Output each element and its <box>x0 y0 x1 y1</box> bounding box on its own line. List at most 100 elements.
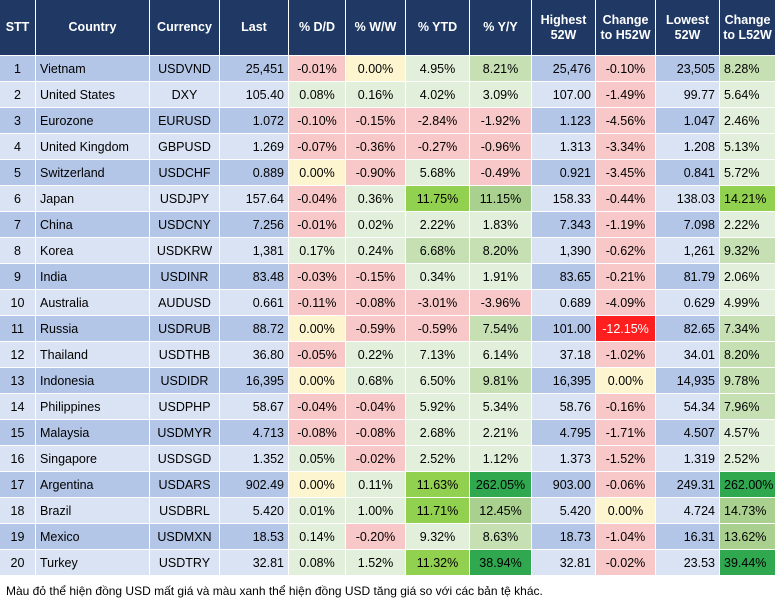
column-header-change-l52w[interactable]: Change to L52W <box>720 0 776 56</box>
column-header-ytd[interactable]: % YTD <box>406 0 470 56</box>
table-row[interactable]: 4 United Kingdom GBPUSD 1.269 -0.07% -0.36% -0… <box>0 134 776 160</box>
table-row[interactable]: 14 Philippines USDPHP 58.67 -0.04% -0.04% 5.92… <box>0 394 776 420</box>
cell-yy: 9.81% <box>470 368 532 394</box>
table-row[interactable]: 12 Thailand USDTHB 36.80 -0.05% 0.22% 7.13% 6.1… <box>0 342 776 368</box>
cell-ww: 0.02% <box>346 212 406 238</box>
cell-yy: 38.94% <box>470 550 532 576</box>
cell-currency: USDMYR <box>150 420 220 446</box>
column-header-highest-52w[interactable]: Highest 52W <box>532 0 596 56</box>
cell-dd: -0.04% <box>289 186 346 212</box>
cell-change-h52w: -0.44% <box>596 186 656 212</box>
cell-dd: 0.00% <box>289 316 346 342</box>
cell-currency: USDIDR <box>150 368 220 394</box>
column-header-ww[interactable]: % W/W <box>346 0 406 56</box>
column-header-dd[interactable]: % D/D <box>289 0 346 56</box>
cell-ytd: 4.02% <box>406 82 470 108</box>
cell-change-l52w: 8.28% <box>720 56 776 82</box>
cell-last: 32.81 <box>220 550 289 576</box>
table-row[interactable]: 2 United States DXY 105.40 0.08% 0.16% 4.02% 3.… <box>0 82 776 108</box>
table-row[interactable]: 20 Turkey USDTRY 32.81 0.08% 1.52% 11.32% 38.94… <box>0 550 776 576</box>
table-row[interactable]: 10 Australia AUDUSD 0.661 -0.11% -0.08% -3.01%… <box>0 290 776 316</box>
cell-lowest-52w: 82.65 <box>656 316 720 342</box>
column-header-change-h52w[interactable]: Change to H52W <box>596 0 656 56</box>
cell-dd: 0.08% <box>289 82 346 108</box>
table-row[interactable]: 18 Brazil USDBRL 5.420 0.01% 1.00% 11.71% 12.45… <box>0 498 776 524</box>
cell-last: 1,381 <box>220 238 289 264</box>
table-row[interactable]: 7 China USDCNY 7.256 -0.01% 0.02% 2.22% 1.83% 7.… <box>0 212 776 238</box>
cell-ww: 0.24% <box>346 238 406 264</box>
cell-dd: -0.01% <box>289 56 346 82</box>
cell-ww: 0.22% <box>346 342 406 368</box>
cell-highest-52w: 25,476 <box>532 56 596 82</box>
cell-change-l52w: 14.21% <box>720 186 776 212</box>
table-row[interactable]: 16 Singapore USDSGD 1.352 0.05% -0.02% 2.52% 1.… <box>0 446 776 472</box>
cell-change-h52w: -1.52% <box>596 446 656 472</box>
cell-change-l52w: 8.20% <box>720 342 776 368</box>
table-row[interactable]: 8 Korea USDKRW 1,381 0.17% 0.24% 6.68% 8.20% 1,3… <box>0 238 776 264</box>
cell-yy: 12.45% <box>470 498 532 524</box>
cell-last: 25,451 <box>220 56 289 82</box>
cell-dd: -0.10% <box>289 108 346 134</box>
cell-currency: USDTHB <box>150 342 220 368</box>
cell-yy: 1.91% <box>470 264 532 290</box>
cell-ww: -0.02% <box>346 446 406 472</box>
cell-dd: 0.00% <box>289 472 346 498</box>
cell-change-h52w: -1.71% <box>596 420 656 446</box>
cell-currency: USDMXN <box>150 524 220 550</box>
column-header-yy[interactable]: % Y/Y <box>470 0 532 56</box>
cell-yy: 6.14% <box>470 342 532 368</box>
cell-currency: USDCHF <box>150 160 220 186</box>
column-header-country[interactable]: Country <box>36 0 150 56</box>
cell-highest-52w: 1.313 <box>532 134 596 160</box>
cell-yy: 1.83% <box>470 212 532 238</box>
cell-highest-52w: 1.373 <box>532 446 596 472</box>
column-header-lowest-52w[interactable]: Lowest 52W <box>656 0 720 56</box>
table-row[interactable]: 1 Vietnam USDVND 25,451 -0.01% 0.00% 4.95% 8.21… <box>0 56 776 82</box>
cell-yy: -0.49% <box>470 160 532 186</box>
cell-change-l52w: 9.78% <box>720 368 776 394</box>
table-row[interactable]: 15 Malaysia USDMYR 4.713 -0.08% -0.08% 2.68% 2.… <box>0 420 776 446</box>
cell-change-h52w: -12.15% <box>596 316 656 342</box>
column-header-stt[interactable]: STT <box>0 0 36 56</box>
cell-country: Eurozone <box>36 108 150 134</box>
cell-ytd: -2.84% <box>406 108 470 134</box>
cell-change-h52w: -0.21% <box>596 264 656 290</box>
cell-change-h52w: -1.49% <box>596 82 656 108</box>
column-header-last[interactable]: Last <box>220 0 289 56</box>
table-row[interactable]: 19 Mexico USDMXN 18.53 0.14% -0.20% 9.32% 8.63%… <box>0 524 776 550</box>
cell-change-l52w: 2.06% <box>720 264 776 290</box>
table-row[interactable]: 5 Switzerland USDCHF 0.889 0.00% -0.90% 5.68% -… <box>0 160 776 186</box>
cell-lowest-52w: 138.03 <box>656 186 720 212</box>
cell-highest-52w: 903.00 <box>532 472 596 498</box>
cell-dd: -0.01% <box>289 212 346 238</box>
cell-country: United Kingdom <box>36 134 150 160</box>
cell-change-h52w: -1.04% <box>596 524 656 550</box>
cell-highest-52w: 0.921 <box>532 160 596 186</box>
cell-stt: 6 <box>0 186 36 212</box>
cell-highest-52w: 37.18 <box>532 342 596 368</box>
cell-lowest-52w: 0.841 <box>656 160 720 186</box>
table-row[interactable]: 9 India USDINR 83.48 -0.03% -0.15% 0.34% 1.91% 8… <box>0 264 776 290</box>
table-row[interactable]: 17 Argentina USDARS 902.49 0.00% 0.11% 11.63% 2… <box>0 472 776 498</box>
cell-lowest-52w: 4.724 <box>656 498 720 524</box>
cell-stt: 8 <box>0 238 36 264</box>
table-row[interactable]: 11 Russia USDRUB 88.72 0.00% -0.59% -0.59% 7.54… <box>0 316 776 342</box>
footnote: Màu đỏ thể hiện đồng USD mất giá và màu … <box>6 584 543 598</box>
cell-ww: -0.15% <box>346 264 406 290</box>
cell-change-l52w: 4.57% <box>720 420 776 446</box>
cell-change-l52w: 13.62% <box>720 524 776 550</box>
table-row[interactable]: 13 Indonesia USDIDR 16,395 0.00% 0.68% 6.50% 9.… <box>0 368 776 394</box>
cell-change-l52w: 39.44% <box>720 550 776 576</box>
cell-country: Russia <box>36 316 150 342</box>
cell-highest-52w: 4.795 <box>532 420 596 446</box>
cell-currency: USDKRW <box>150 238 220 264</box>
cell-last: 36.80 <box>220 342 289 368</box>
table-row[interactable]: 6 Japan USDJPY 157.64 -0.04% 0.36% 11.75% 11.15… <box>0 186 776 212</box>
cell-yy: 11.15% <box>470 186 532 212</box>
cell-change-l52w: 5.13% <box>720 134 776 160</box>
column-header-currency[interactable]: Currency <box>150 0 220 56</box>
cell-lowest-52w: 99.77 <box>656 82 720 108</box>
cell-dd: 0.00% <box>289 368 346 394</box>
cell-stt: 5 <box>0 160 36 186</box>
table-row[interactable]: 3 Eurozone EURUSD 1.072 -0.10% -0.15% -2.84% -1… <box>0 108 776 134</box>
